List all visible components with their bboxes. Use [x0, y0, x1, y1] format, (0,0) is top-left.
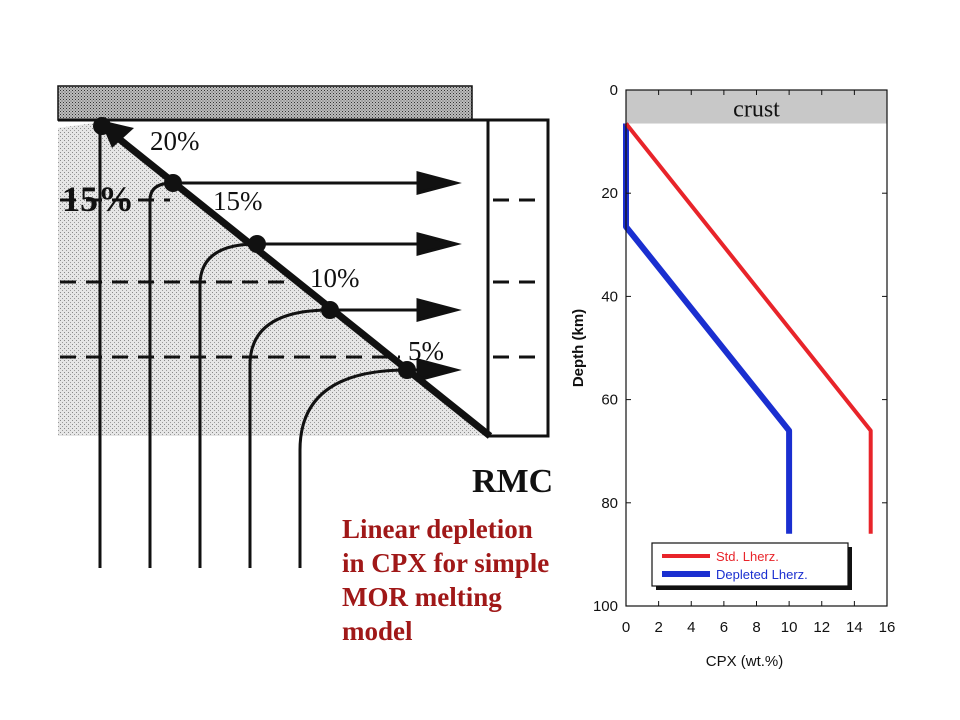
caption-line: in CPX for simple [342, 548, 550, 578]
flow-arrows [173, 171, 462, 382]
x-tick-label: 4 [687, 619, 695, 636]
x-tick-label: 12 [813, 619, 830, 636]
y-tick-label: 60 [601, 392, 618, 409]
contour-lines [60, 198, 545, 359]
caption-line: model [342, 616, 413, 646]
series-line [623, 123, 793, 534]
series-line [624, 122, 873, 534]
big-15-label: 15% [62, 179, 134, 219]
y-tick-label: 100 [593, 598, 618, 615]
melting-schematic: 15% 20% 15% 10% 5% RMC [57, 85, 553, 568]
rmc-label: RMC [472, 463, 553, 500]
y-tick-label: 40 [601, 288, 618, 305]
series-group [623, 122, 873, 534]
y-tick-label: 80 [601, 495, 618, 512]
caption-line: MOR melting [342, 582, 502, 612]
plot-frame [625, 89, 888, 607]
legend-box [651, 542, 849, 587]
x-tick-label: 6 [720, 619, 728, 636]
label-5: 5% [408, 336, 444, 366]
x-tick-label: 0 [622, 619, 630, 636]
crust-band [626, 90, 887, 124]
legend-label: Depleted Lherz. [716, 567, 808, 582]
label-20: 20% [150, 126, 200, 156]
melt-points [93, 117, 416, 379]
label-10: 10% [310, 263, 360, 293]
caption-line: Linear depletion [342, 514, 533, 544]
x-tick-label: 14 [846, 619, 863, 636]
label-15: 15% [213, 186, 263, 216]
crust-label: crust [733, 97, 780, 123]
crust-band [57, 85, 473, 121]
x-tick-label: 2 [654, 619, 662, 636]
x-tick-label: 16 [879, 619, 896, 636]
x-axis-label: CPX (wt.%) [706, 653, 784, 670]
caption: Linear depletion in CPX for simple MOR m… [342, 512, 602, 648]
crust-layer: crust [626, 90, 887, 124]
axes: 0 2 4 6 8 10 12 14 16 0 20 40 60 80 100 CPX (wt.%) Depth… [570, 82, 895, 670]
flow-lines [98, 128, 408, 568]
y-tick-label: 20 [601, 185, 618, 202]
x-tick-label: 8 [752, 619, 760, 636]
y-axis-label: Depth (km) [570, 309, 587, 387]
legend-label: Std. Lherz. [716, 549, 779, 564]
legend: Std. Lherz. Depleted Lherz. [651, 542, 852, 590]
x-tick-label: 10 [781, 619, 798, 636]
y-tick-label: 0 [610, 82, 618, 99]
